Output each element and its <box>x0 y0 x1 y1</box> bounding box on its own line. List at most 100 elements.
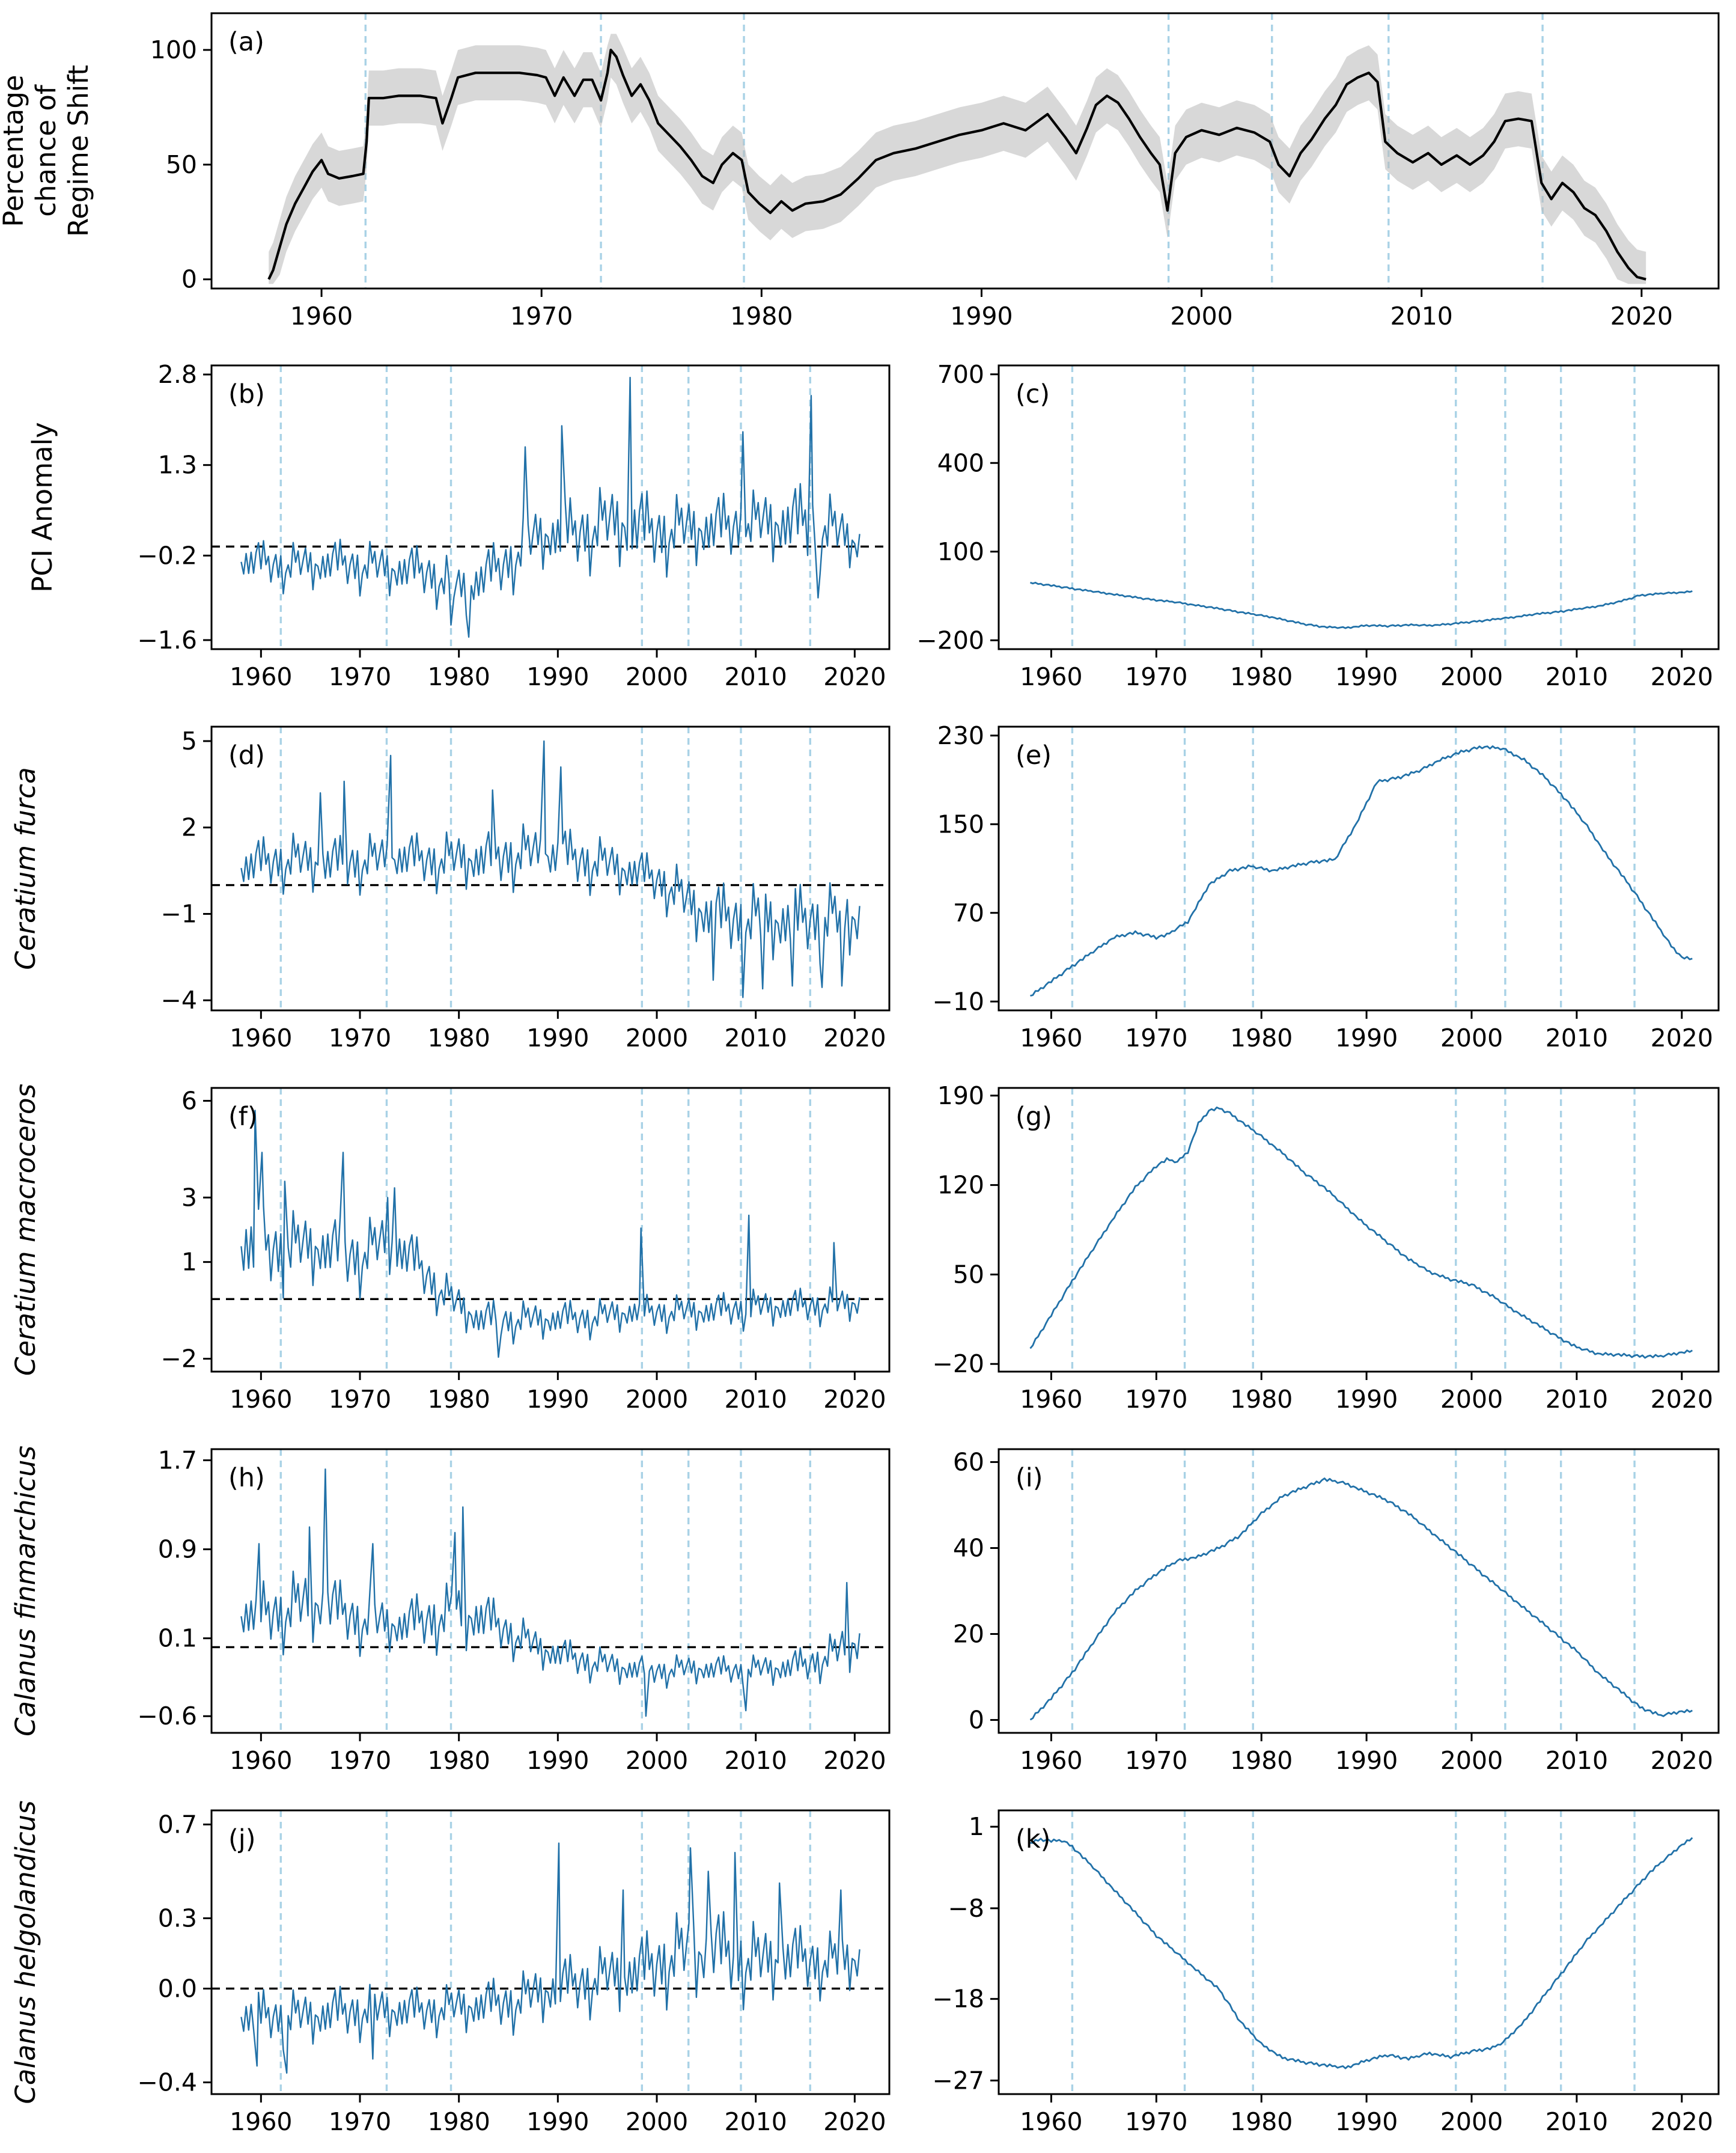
panel-letter-h: (h) <box>228 1463 265 1493</box>
y-tick-label: −200 <box>916 626 984 655</box>
panel-letter-b: (b) <box>228 379 265 409</box>
y-tick-label: 50 <box>166 150 197 179</box>
series-line-k <box>1030 1837 1693 2069</box>
x-tick-label: 1990 <box>526 1024 589 1052</box>
x-tick-label: 1970 <box>1125 1746 1187 1775</box>
x-tick-label: 2000 <box>1440 2107 1503 2136</box>
x-tick-label: 1960 <box>1020 1024 1082 1052</box>
y-tick-label: −20 <box>932 1349 984 1378</box>
x-tick-label: 2010 <box>725 2107 787 2136</box>
series-line-j <box>240 1842 860 2074</box>
x-tick-label: 1980 <box>1230 1746 1293 1775</box>
x-tick-label: 1960 <box>230 1385 292 1414</box>
axes-frame <box>997 1809 1720 2095</box>
y-tick-label: −18 <box>932 1985 984 2014</box>
x-tick-label: 1960 <box>230 1746 292 1775</box>
x-tick-label: 2010 <box>725 662 787 691</box>
y-tick-label: 60 <box>953 1447 984 1476</box>
y-tick-label: 0 <box>969 1706 984 1735</box>
x-tick-label: 1970 <box>1125 662 1187 691</box>
x-tick-label: 2010 <box>1546 1746 1608 1775</box>
row-label: Ceratium furca <box>10 767 41 970</box>
x-tick-label: 1960 <box>290 302 353 331</box>
x-tick-label: 2020 <box>1651 662 1713 691</box>
x-tick-label: 1980 <box>1230 1024 1293 1052</box>
axes-frame <box>210 725 891 1012</box>
row-label: Regime Shift <box>62 65 94 237</box>
y-tick-label: 190 <box>937 1081 984 1110</box>
axes-frame <box>210 364 891 650</box>
y-tick-label: 3 <box>181 1183 197 1212</box>
x-tick-label: 2020 <box>1610 302 1673 331</box>
x-tick-label: 1990 <box>526 1746 589 1775</box>
x-tick-label: 1980 <box>1230 2107 1293 2136</box>
panel-letter-g: (g) <box>1016 1102 1052 1132</box>
x-tick-label: 1960 <box>1020 1385 1082 1414</box>
panel-f: 1960 1970 1980 1990 2000 2010 2020 6 3 1 −2 (f) <box>161 1086 891 1414</box>
y-tick-label: −0.4 <box>137 2068 197 2097</box>
x-tick-label: 1960 <box>1020 2107 1082 2136</box>
x-tick-label: 2000 <box>626 2107 688 2136</box>
panel-d: 1960 1970 1980 1990 2000 2010 2020 5 2 −1 −4 (d) <box>161 725 891 1052</box>
panel-j: 1960 1970 1980 1990 2000 2010 2020 0.7 0.3 0.0 −0.… <box>137 1809 891 2136</box>
panel-c: 1960 1970 1980 1990 2000 2010 2020 700 400 100 −20… <box>916 360 1720 691</box>
x-tick-label: 2010 <box>1546 662 1608 691</box>
x-tick-label: 2010 <box>725 1385 787 1414</box>
axes-frame <box>210 1809 891 2095</box>
x-tick-label: 2000 <box>626 1746 688 1775</box>
y-tick-label: 1 <box>181 1248 197 1277</box>
panel-letter-j: (j) <box>228 1824 256 1854</box>
series-line-c <box>1030 581 1693 629</box>
y-tick-label: 40 <box>953 1533 984 1562</box>
row-label: Ceratium macroceros <box>10 1084 41 1376</box>
y-tick-label: 400 <box>937 448 984 477</box>
x-tick-label: 2020 <box>1651 2107 1713 2136</box>
x-tick-label: 2000 <box>626 1385 688 1414</box>
panel-letter-a: (a) <box>228 27 264 57</box>
y-tick-label: 0.7 <box>158 1810 197 1839</box>
x-tick-label: 1990 <box>1335 1385 1398 1414</box>
x-tick-label: 2010 <box>725 1024 787 1052</box>
series-line-i <box>1029 1477 1693 1721</box>
x-tick-label: 1970 <box>1125 1385 1187 1414</box>
panel-g: 1960 1970 1980 1990 2000 2010 2020 190 120 50 −20 (… <box>932 1081 1720 1414</box>
y-tick-label: −4 <box>161 986 197 1015</box>
x-tick-label: 2020 <box>823 1385 886 1414</box>
y-tick-label: 100 <box>150 35 197 64</box>
x-tick-label: 2000 <box>626 1024 688 1052</box>
x-tick-label: 2020 <box>1651 1385 1713 1414</box>
series-line-a <box>267 48 1646 281</box>
x-tick-label: 2010 <box>1546 1385 1608 1414</box>
x-tick-label: 1960 <box>230 662 292 691</box>
y-tick-label: 70 <box>953 899 984 927</box>
x-tick-label: 1990 <box>526 662 589 691</box>
x-tick-label: 1970 <box>510 302 573 331</box>
x-tick-label: 2010 <box>1546 1024 1608 1052</box>
x-tick-label: 2000 <box>1440 1024 1503 1052</box>
x-tick-label: 1970 <box>329 1024 391 1052</box>
x-tick-label: 2000 <box>1440 1385 1503 1414</box>
panel-e: 1960 1970 1980 1990 2000 2010 2020 230 150 70 −10 (… <box>932 721 1720 1052</box>
row-label: Calanus finmarchicus <box>10 1446 41 1736</box>
y-tick-label: 0.3 <box>158 1904 197 1932</box>
panel-k: 1960 1970 1980 1990 2000 2010 2020 1 −8 −18 −27 (k) <box>932 1809 1720 2136</box>
series-line-e <box>1030 745 1693 997</box>
row-label: PCI Anomaly <box>26 422 58 593</box>
y-tick-label: 1.3 <box>158 451 197 480</box>
x-tick-label: 2020 <box>823 662 886 691</box>
x-tick-label: 1960 <box>230 1024 292 1052</box>
x-tick-label: 2000 <box>626 662 688 691</box>
x-tick-label: 1970 <box>329 1746 391 1775</box>
x-tick-label: 1960 <box>230 2107 292 2136</box>
x-tick-label: 1980 <box>428 1024 490 1052</box>
row-label: Percentage <box>0 75 29 227</box>
panel-h: 1960 1970 1980 1990 2000 2010 2020 1.7 0.9 0.1 −0.… <box>137 1446 891 1775</box>
x-tick-label: 1980 <box>1230 1385 1293 1414</box>
panel-letter-f: (f) <box>228 1102 258 1132</box>
y-tick-label: 0.1 <box>158 1624 197 1653</box>
panel-letter-i: (i) <box>1016 1463 1043 1493</box>
x-tick-label: 1980 <box>428 1385 490 1414</box>
y-tick-label: −10 <box>932 987 984 1016</box>
x-tick-label: 1970 <box>1125 1024 1187 1052</box>
